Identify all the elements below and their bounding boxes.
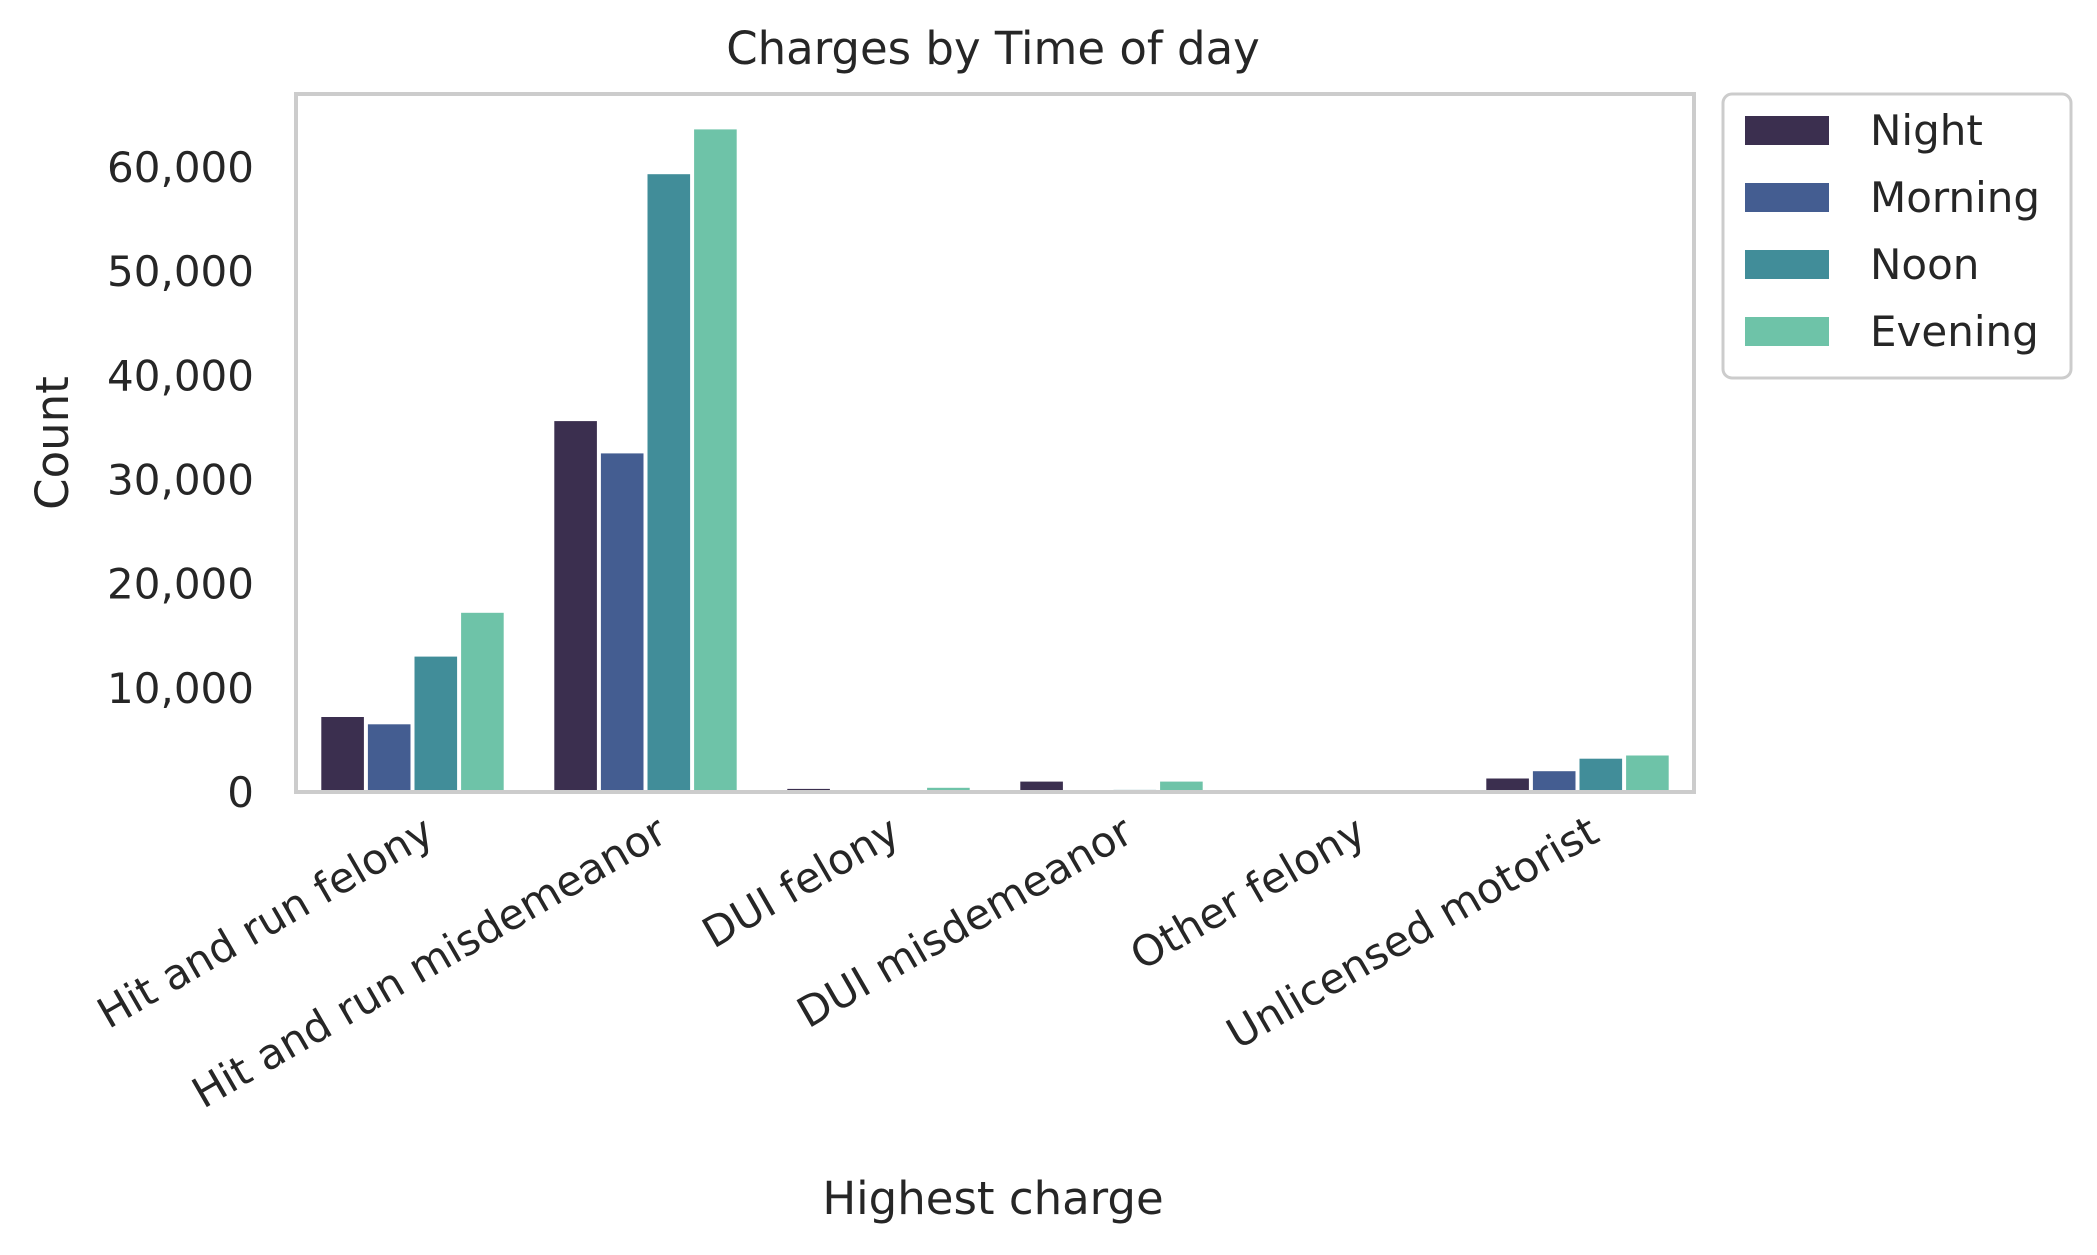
bar-night-3 <box>1020 781 1063 792</box>
y-tick-label: 20,000 <box>107 560 254 609</box>
bar-night-1 <box>554 421 597 792</box>
x-axis-label: Highest charge <box>822 1172 1163 1225</box>
x-tick-label: DUI felony <box>694 806 908 958</box>
legend-items: Night Morning Noon Evening <box>1745 106 2040 356</box>
y-tick-label: 30,000 <box>107 456 254 505</box>
bar-evening-1 <box>694 129 737 792</box>
bar-noon-1 <box>647 174 691 792</box>
bar-evening-3 <box>1160 781 1203 792</box>
legend-swatch-noon <box>1745 250 1829 279</box>
bar-morning-0 <box>367 724 411 792</box>
legend-swatch-evening <box>1745 317 1829 346</box>
legend-label-night: Night <box>1870 106 1983 155</box>
legend: Night Morning Noon Evening <box>1721 92 2073 380</box>
y-tick-label: 50,000 <box>107 247 254 296</box>
y-axis-ticks: 0 10,000 20,000 30,000 40,000 50,000 60,000 <box>107 143 254 817</box>
bar-noon-0 <box>414 656 458 792</box>
chart-title: Charges by Time of day <box>726 22 1260 75</box>
y-tick-label: 10,000 <box>107 664 254 713</box>
bar-night-5 <box>1486 778 1529 792</box>
x-tick-label: Unlicensed motorist <box>1218 806 1606 1058</box>
plot-frame <box>294 92 1696 794</box>
bars-group <box>321 129 1669 792</box>
legend-swatch-night <box>1745 116 1829 145</box>
bar-evening-0 <box>461 612 504 792</box>
bar-evening-5 <box>1626 755 1669 792</box>
y-tick-label: 40,000 <box>107 351 254 400</box>
y-tick-label: 0 <box>227 768 254 817</box>
legend-swatch-morning <box>1745 183 1829 212</box>
y-tick-label: 60,000 <box>107 143 254 192</box>
y-axis-label: Count <box>26 376 79 510</box>
bar-morning-1 <box>600 453 644 792</box>
bar-evening-2 <box>927 787 970 792</box>
bar-morning-5 <box>1532 771 1576 792</box>
legend-label-evening: Evening <box>1870 307 2039 356</box>
bar-night-0 <box>321 717 364 792</box>
legend-frame <box>1721 92 2073 380</box>
bar-noon-5 <box>1579 758 1623 792</box>
legend-label-noon: Noon <box>1870 240 1979 289</box>
legend-label-morning: Morning <box>1870 173 2040 222</box>
